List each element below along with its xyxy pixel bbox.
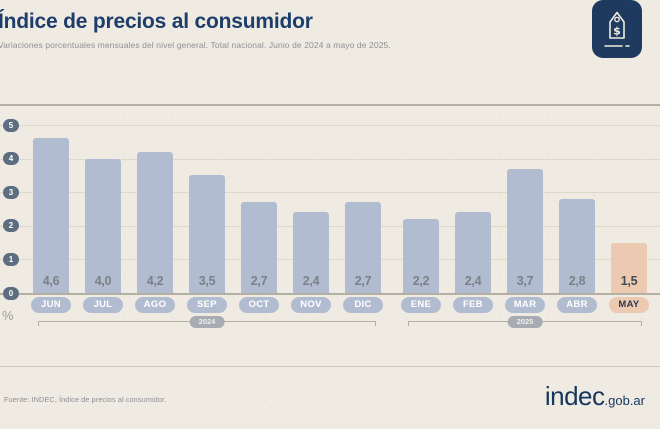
month-label: AGO [135,297,175,313]
y-axis-tick: 3 [3,185,19,199]
month-label: ENE [401,297,441,313]
bar-value-label: 2,4 [464,274,482,288]
grid-line [0,192,660,194]
month-label: JUL [83,297,123,313]
indec-logo-text: indec [544,381,605,411]
month-label: NOV [291,297,331,313]
bar-value-label: 1,5 [620,274,638,288]
grid-line [0,125,660,126]
page-title: Índice de precios al consumidor [0,10,313,33]
month-label: MAY [609,297,649,313]
bar [241,202,277,293]
month-label: MAR [505,297,545,313]
bar [137,151,173,293]
month-label: FEB [453,297,493,313]
grid-line [0,259,660,261]
bar [611,242,647,293]
svg-text:$: $ [613,25,621,38]
indec-logo-suffix: .gob.ar [604,393,645,408]
y-axis-tick: 5 [3,118,19,132]
footer-divider [0,366,660,367]
y-axis-tick: 4 [3,152,19,166]
page-subtitle: Variaciones porcentuales mensuales del n… [0,40,391,50]
dollar-price-tag-icon: $ [592,0,642,58]
month-label: ABR [557,297,597,313]
month-label: OCT [239,297,279,313]
bar-value-label: 2,4 [302,274,320,288]
grid-line [0,293,660,295]
bar-value-label: 3,7 [516,274,534,288]
bar [345,202,381,293]
bar-value-label: 2,2 [412,274,430,288]
bar-value-label: 2,7 [354,274,372,288]
bar-value-label: 2,8 [568,274,586,288]
y-axis-tick: 1 [3,252,19,266]
grid-line [0,225,660,227]
month-label: DIC [343,297,383,313]
bar-value-label: 4,6 [42,274,60,288]
y-axis-tick: 0 [3,286,19,300]
bar [33,138,69,293]
bar [455,212,491,293]
bar [559,198,595,293]
y-axis-unit-label: % [2,308,14,323]
year-label: 2025 [507,316,543,328]
bar [85,158,121,293]
bar-value-label: 4,2 [146,274,164,288]
grid-line [0,158,660,160]
indec-logo: indec.gob.ar [545,381,645,412]
header: Índice de precios al consumidor Variacio… [0,10,660,50]
source-note: Fuente: INDEC, Índice de precios al cons… [4,395,167,404]
y-axis-tick: 2 [3,219,19,233]
bar-value-label: 4,0 [94,274,112,288]
month-label: JUN [31,297,71,313]
bar-value-label: 2,7 [250,274,268,288]
month-label: SEP [187,297,227,313]
bar-value-label: 3,5 [198,274,216,288]
bar [403,219,439,293]
bar [293,212,329,293]
year-label: 2024 [189,316,225,328]
bar [507,168,543,293]
bar [189,175,225,293]
chart-top-border [0,104,660,106]
